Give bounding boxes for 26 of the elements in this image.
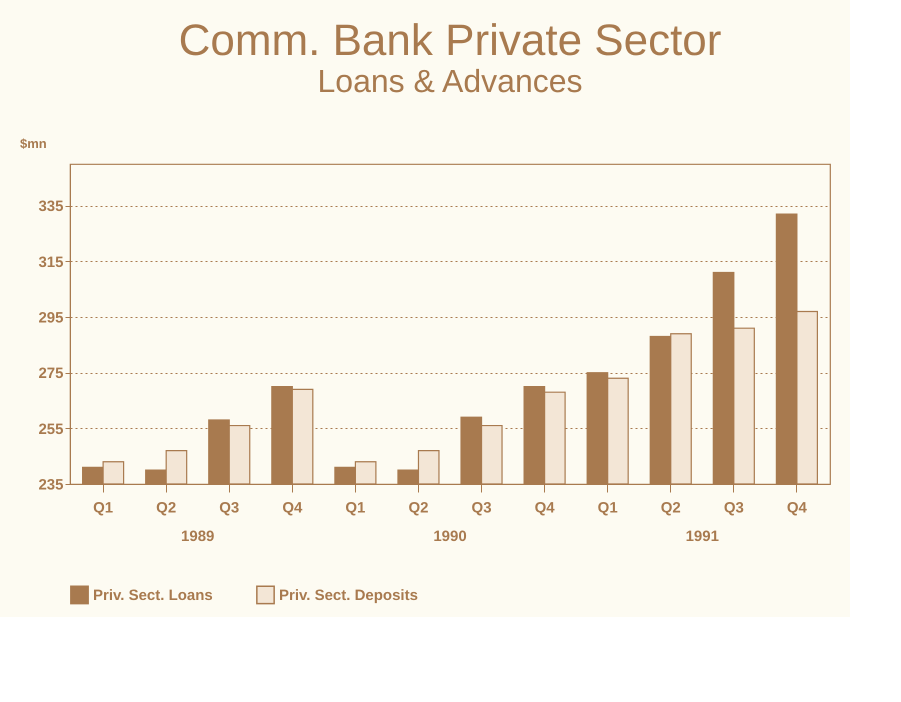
x-tick-label: Q4 xyxy=(282,500,303,516)
legend-label: Priv. Sect. Loans xyxy=(93,586,213,604)
chart-title: Comm. Bank Private Sector xyxy=(178,16,722,65)
legend-label: Priv. Sect. Deposits xyxy=(279,586,418,604)
y-tick-label: 255 xyxy=(38,420,64,438)
text: 1991 xyxy=(686,528,719,545)
y-tick-label: 295 xyxy=(38,310,64,327)
x-tick-label: Q1 xyxy=(598,500,618,516)
x-tick-label: Q4 xyxy=(786,500,808,516)
x-tick-label: Q3 xyxy=(472,500,492,516)
y-tick-label: 315 xyxy=(38,254,64,271)
x-tick-label: Q1 xyxy=(93,500,114,516)
text: 1990 xyxy=(433,528,467,545)
x-tick-label: Q2 xyxy=(660,500,681,516)
text: 1989 xyxy=(181,528,214,545)
x-tick-label: Q3 xyxy=(219,500,240,516)
x-tick-label: Q4 xyxy=(534,500,556,516)
x-tick-label: Q1 xyxy=(345,500,366,516)
y-tick-label: 235 xyxy=(38,476,64,494)
y-tick-label: 275 xyxy=(38,365,64,382)
x-tick-label: Q2 xyxy=(156,500,176,516)
y-tick-label: 335 xyxy=(38,198,64,216)
chart-subtitle: Loans & Advances xyxy=(317,63,583,99)
y-axis-title: $mn xyxy=(20,136,47,151)
x-tick-label: Q3 xyxy=(724,500,744,516)
x-tick-label: Q2 xyxy=(408,500,428,516)
